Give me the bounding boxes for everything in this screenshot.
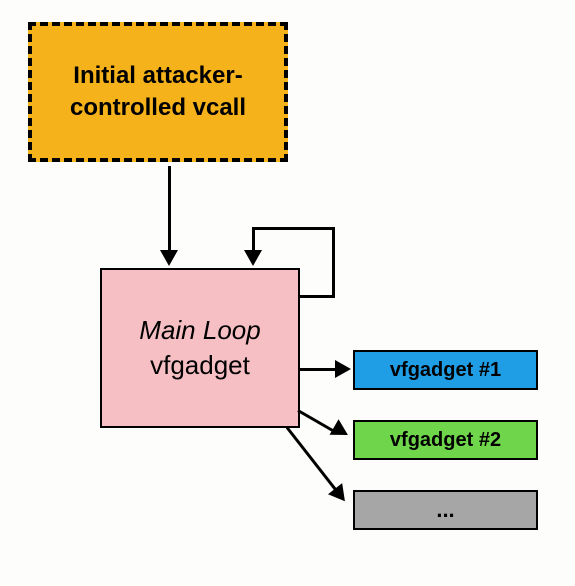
edge-selfloop-seg1 <box>300 295 335 298</box>
node-vfgadget-2: vfgadget #2 <box>353 420 538 460</box>
node-mainloop: Main Loop vfgadget <box>100 268 300 428</box>
edge-selfloop-seg4 <box>252 227 255 252</box>
vfgadget-more-label: ... <box>436 497 454 523</box>
arrowhead-selfloop <box>244 250 262 266</box>
mainloop-line1: Main Loop <box>139 315 260 345</box>
edge-attacker-to-mainloop <box>168 166 171 252</box>
arrowhead-attacker-to-mainloop <box>160 250 178 266</box>
attacker-line2: controlled vcall <box>70 94 246 121</box>
node-mainloop-label: Main Loop vfgadget <box>139 313 260 383</box>
node-vfgadget-1: vfgadget #1 <box>353 350 538 390</box>
node-vfgadget-more: ... <box>353 490 538 530</box>
vfgadget-1-label: vfgadget #1 <box>390 359 501 382</box>
node-attacker-label: Initial attacker- controlled vcall <box>70 60 246 125</box>
attacker-line1: Initial attacker- <box>73 62 242 89</box>
vfgadget-2-label: vfgadget #2 <box>390 429 501 452</box>
mainloop-line2: vfgadget <box>150 350 250 380</box>
edge-main-to-vf1 <box>300 368 337 371</box>
edge-selfloop-seg2 <box>332 227 335 298</box>
node-attacker: Initial attacker- controlled vcall <box>28 22 288 162</box>
arrowhead-main-to-vf1 <box>335 360 351 378</box>
arrowhead-main-to-vf2 <box>330 419 353 443</box>
edge-selfloop-seg3 <box>252 227 335 230</box>
